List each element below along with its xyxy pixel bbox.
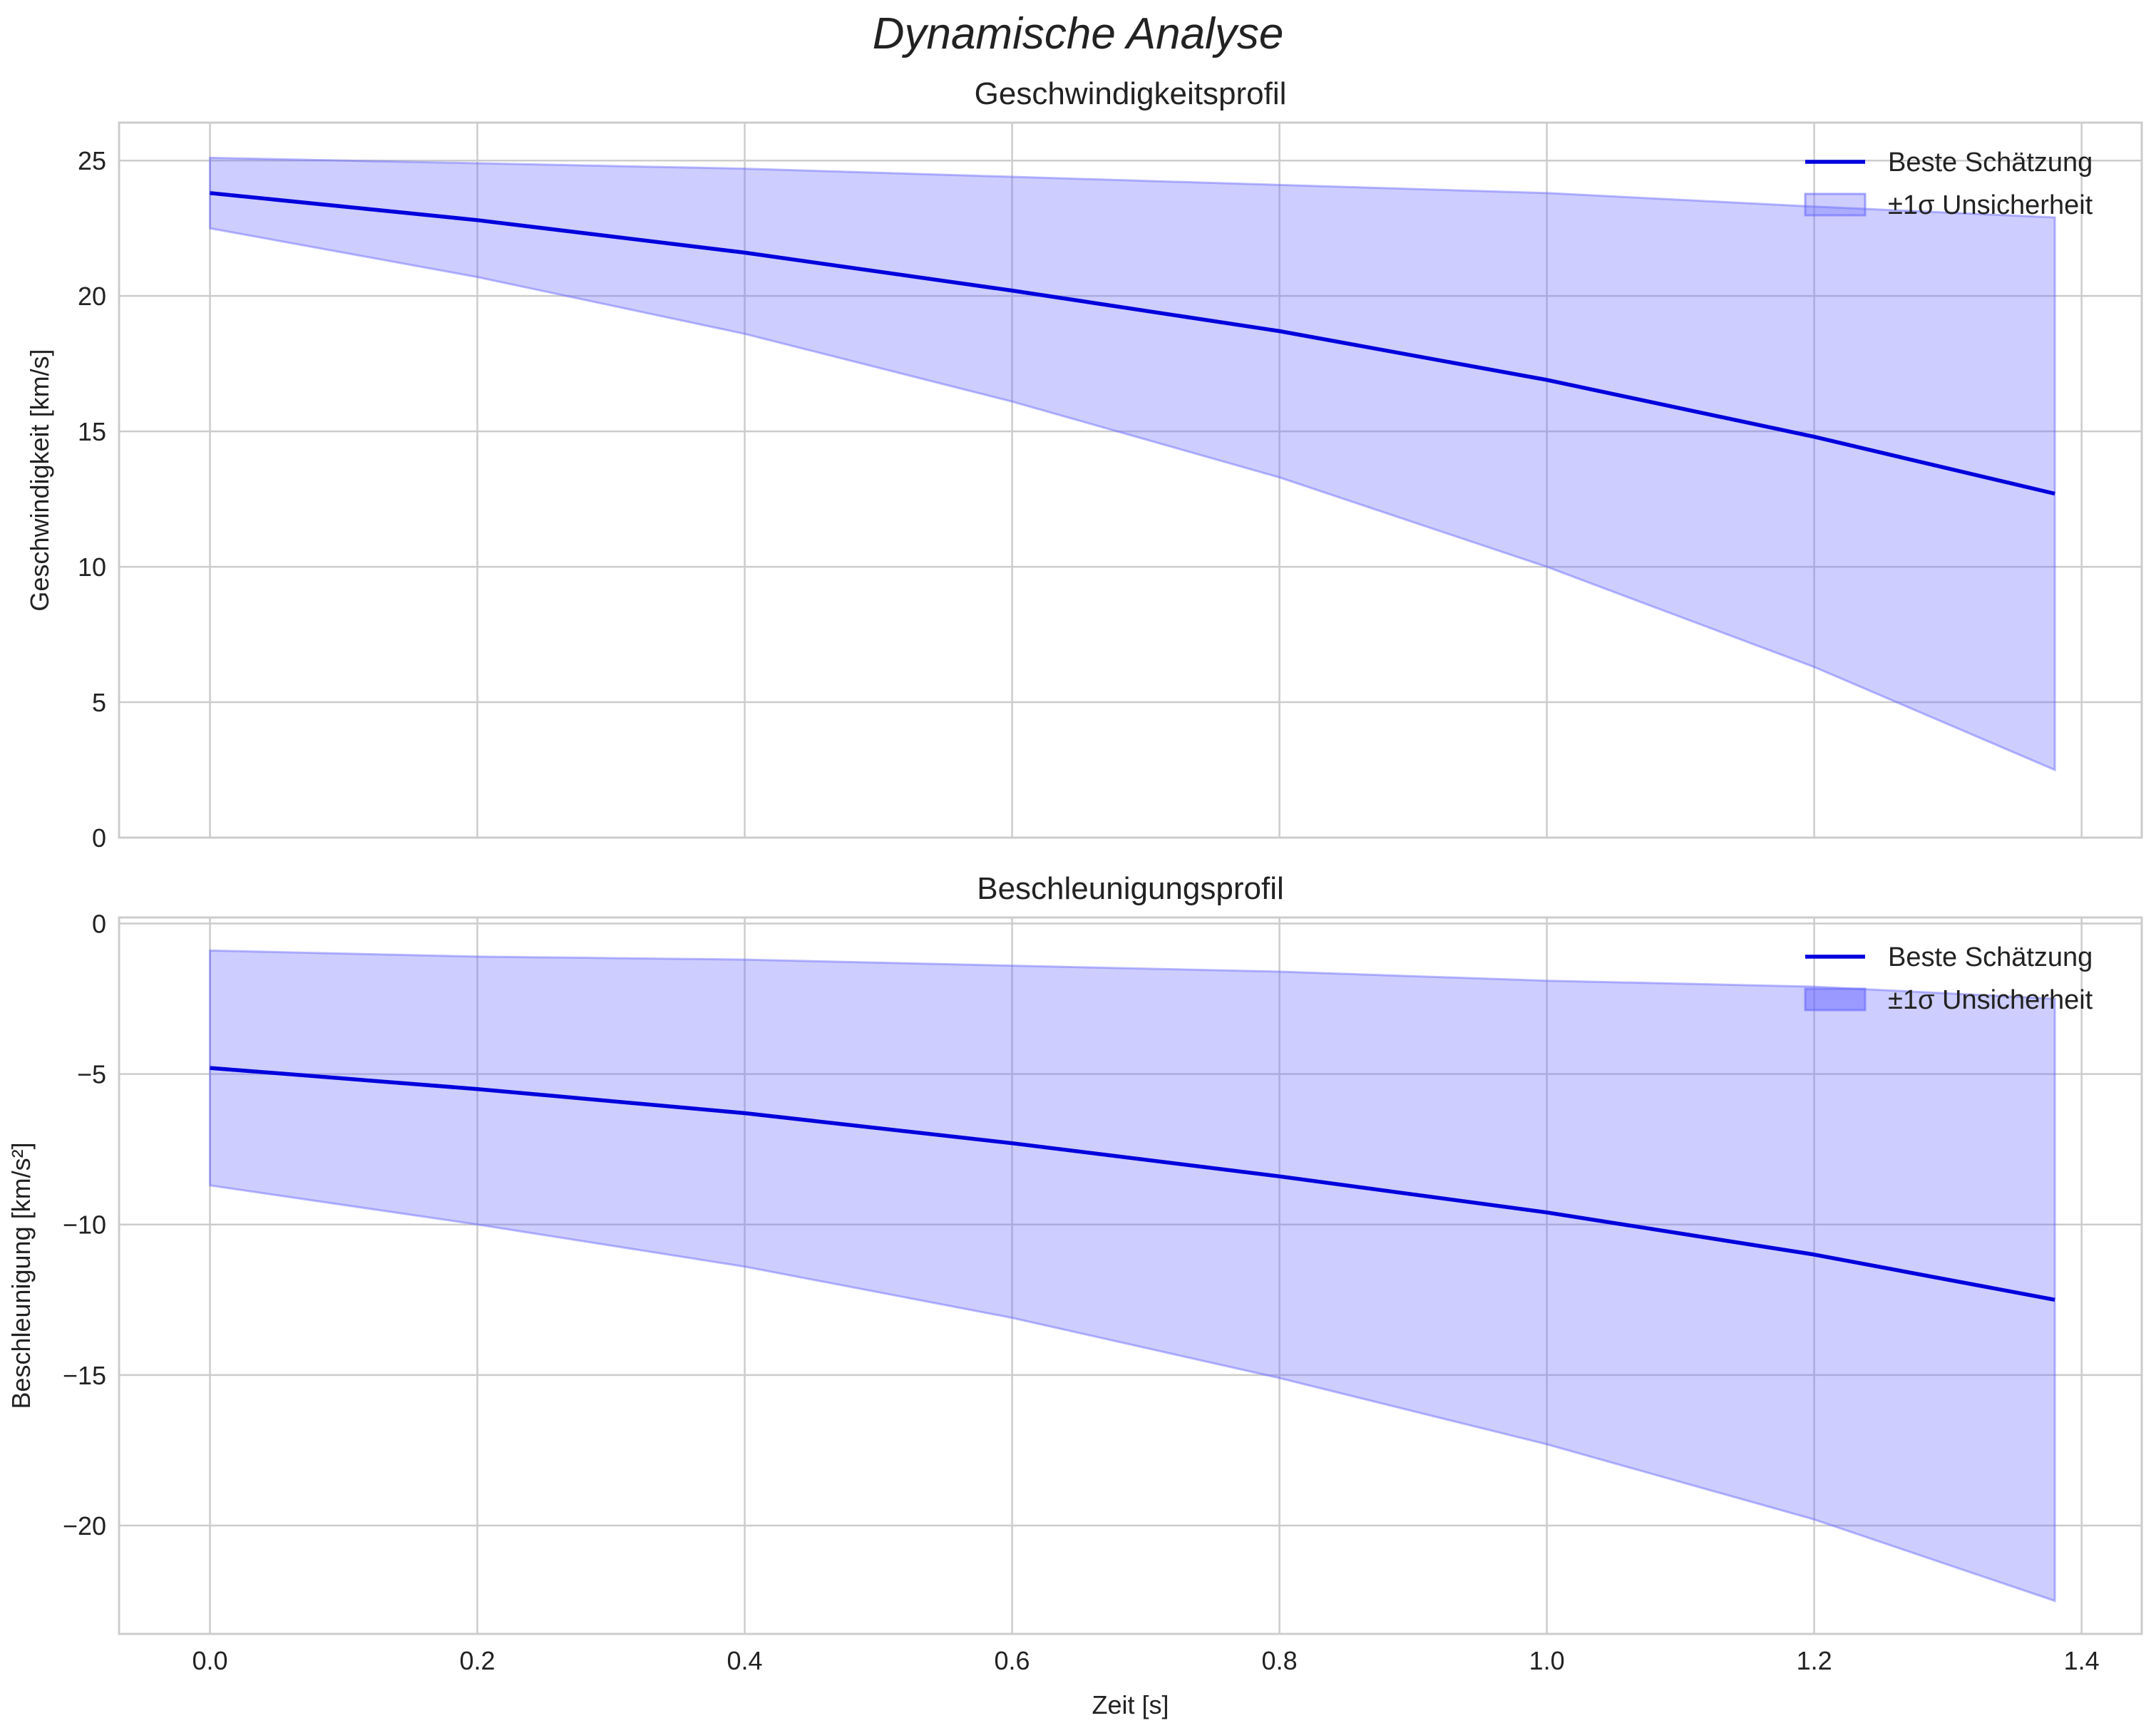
uncertainty-band bbox=[209, 156, 2056, 772]
y-tick-label: 5 bbox=[92, 688, 106, 717]
legend-band-swatch bbox=[1804, 192, 1867, 217]
legend-label-uncertainty: ±1σ Unsicherheit bbox=[1888, 985, 2093, 1015]
axes-frame bbox=[118, 121, 2143, 839]
legend-band-swatch bbox=[1804, 987, 1867, 1012]
legend: Beste Schätzung ±1σ Unsicherheit bbox=[1804, 148, 2093, 220]
best-estimate-line bbox=[210, 1066, 2055, 1302]
figure-title: Dynamische Analyse bbox=[873, 9, 1284, 58]
y-tick-label: −20 bbox=[63, 1511, 106, 1541]
y-tick-label: 0 bbox=[92, 823, 106, 853]
chart-title: Beschleunigungsprofil bbox=[977, 871, 1284, 906]
x-tick-label: 0.0 bbox=[192, 1646, 227, 1675]
x-tick-label: 0.4 bbox=[727, 1646, 763, 1675]
x-tick-label: 0.2 bbox=[459, 1646, 495, 1675]
chart-title: Geschwindigkeitsprofil bbox=[975, 76, 1287, 111]
y-tick-label: 15 bbox=[78, 417, 106, 446]
y-tick-label: −10 bbox=[63, 1210, 106, 1240]
axes-frame bbox=[118, 916, 2143, 1635]
legend: Beste Schätzung ±1σ Unsicherheit bbox=[1804, 942, 2093, 1015]
y-axis-label: Beschleunigung [km/s²] bbox=[6, 1142, 36, 1409]
acceleration-chart: 0 −5 −10 −15 −20 0.0 0.2 0.4 0.6 0.8 1.0 1.2 1.4 Besc… bbox=[6, 871, 2143, 1719]
y-tick-label: 20 bbox=[78, 282, 106, 311]
legend-label-estimate: Beste Schätzung bbox=[1888, 942, 2093, 972]
uncertainty-band bbox=[209, 949, 2056, 1603]
x-tick-label: 0.8 bbox=[1262, 1646, 1298, 1675]
legend-label-estimate: Beste Schätzung bbox=[1888, 148, 2093, 178]
x-tick-label: 1.0 bbox=[1529, 1646, 1565, 1675]
x-axis-label: Zeit [s] bbox=[1092, 1690, 1169, 1719]
y-tick-label: 10 bbox=[78, 552, 106, 582]
y-tick-label: 0 bbox=[92, 909, 106, 938]
y-tick-label: −5 bbox=[77, 1060, 106, 1089]
velocity-chart: 0 5 10 15 20 25 Geschwindigkeitsprofil Geschwin… bbox=[25, 76, 2143, 853]
y-tick-label: −15 bbox=[63, 1361, 106, 1390]
x-tick-label: 1.2 bbox=[1797, 1646, 1832, 1675]
best-estimate-line bbox=[210, 191, 2055, 496]
y-tick-label: 25 bbox=[78, 146, 106, 175]
x-tick-label: 1.4 bbox=[2064, 1646, 2100, 1675]
y-axis-label: Geschwindigkeit [km/s] bbox=[25, 349, 54, 611]
x-tick-label: 0.6 bbox=[995, 1646, 1030, 1675]
legend-label-uncertainty: ±1σ Unsicherheit bbox=[1888, 190, 2093, 220]
